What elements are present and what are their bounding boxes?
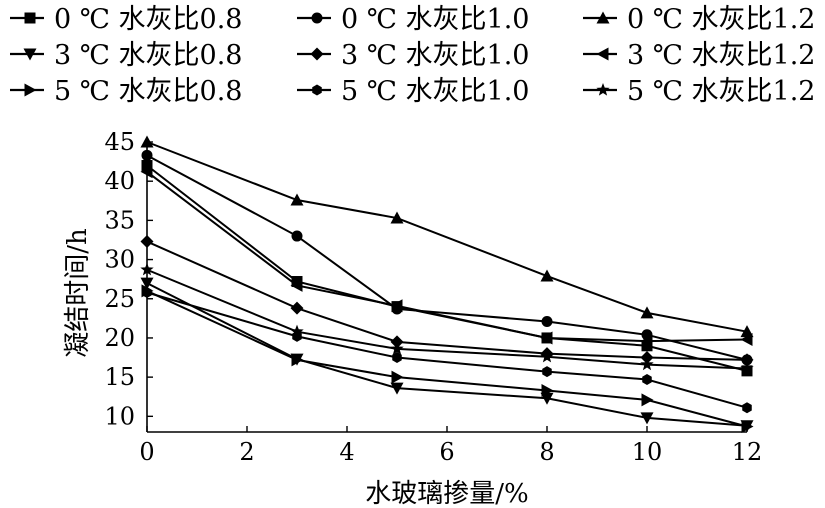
data-point (642, 373, 652, 385)
series-line (146, 282, 748, 427)
legend-marker (23, 48, 37, 61)
series-2 (141, 149, 753, 366)
data-point (291, 230, 303, 242)
data-point (390, 211, 404, 224)
series-6 (140, 165, 753, 348)
data-point (390, 335, 404, 349)
data-point (290, 324, 304, 338)
data-point (290, 301, 304, 315)
data-point (740, 353, 754, 367)
data-point (540, 269, 554, 282)
legend-entry: 5 ℃ 水灰比1.0 (297, 76, 530, 107)
legend-entry: 0 ℃ 水灰比0.8 (10, 4, 243, 35)
series-5 (140, 235, 754, 367)
y-tick-label: 10 (104, 402, 135, 430)
legend-marker (311, 12, 323, 24)
legend-marker (596, 47, 609, 61)
series-line (146, 154, 748, 361)
data-point (291, 276, 303, 288)
series-line (146, 141, 748, 333)
y-tick-label: 45 (104, 128, 135, 156)
legend: 0 ℃ 水灰比0.8 0 ℃ 水灰比1.0 0 ℃ 水灰比1.2 3 ℃ 水灰比0.8… (10, 4, 816, 107)
series-line (146, 291, 748, 409)
y-axis-label: 凝结时间/h (63, 228, 93, 358)
data-point (640, 357, 654, 371)
series-layer (140, 135, 754, 434)
legend-label: 3 ℃ 水灰比0.8 (54, 40, 243, 71)
legend-label: 5 ℃ 水灰比1.2 (627, 76, 816, 107)
data-point (640, 334, 653, 348)
x-tick-label: 10 (632, 438, 663, 466)
y-tick-label: 15 (104, 363, 135, 391)
legend-entry: 5 ℃ 水灰比0.8 (10, 76, 243, 107)
data-point (740, 333, 753, 347)
legend-marker (310, 47, 324, 61)
data-point (742, 402, 752, 414)
data-point (290, 193, 304, 206)
x-tick-label: 8 (539, 438, 554, 466)
legend-entry: 0 ℃ 水灰比1.2 (583, 4, 816, 35)
y-tick-label: 25 (104, 285, 135, 313)
data-point (541, 315, 553, 327)
data-point (641, 340, 653, 352)
x-tick-label: 6 (439, 438, 454, 466)
legend-label: 3 ℃ 水灰比1.0 (341, 40, 530, 71)
legend-label: 0 ℃ 水灰比0.8 (54, 4, 243, 35)
data-point (390, 341, 404, 355)
series-line (146, 170, 748, 343)
data-point (290, 278, 303, 292)
axes: 0 2 4 6 8 10 12 10 15 20 25 30 35 40 45 (104, 128, 762, 466)
data-point (542, 366, 552, 378)
legend-label: 5 ℃ 水灰比0.8 (54, 76, 243, 107)
series-1 (141, 160, 753, 377)
data-point (541, 383, 554, 397)
x-tick-label: 4 (339, 438, 354, 466)
legend-label: 0 ℃ 水灰比1.2 (627, 4, 816, 35)
legend-entry: 5 ℃ 水灰比1.2 (583, 76, 816, 107)
legend-marker (312, 84, 322, 96)
data-point (291, 353, 304, 367)
x-tick-label: 12 (732, 438, 763, 466)
legend-entry: 3 ℃ 水灰比0.8 (10, 40, 243, 71)
x-tick-label: 2 (239, 438, 254, 466)
x-tick-label: 0 (139, 438, 154, 466)
legend-label: 3 ℃ 水灰比1.2 (627, 40, 816, 71)
legend-entry: 0 ℃ 水灰比1.0 (297, 4, 530, 35)
data-point (740, 361, 754, 375)
legend-marker (596, 83, 610, 96)
data-point (540, 331, 553, 345)
data-point (391, 370, 404, 384)
series-line (146, 268, 748, 370)
data-point (392, 352, 402, 364)
series-4 (140, 277, 754, 433)
x-axis-label: 水玻璃掺量/% (365, 479, 528, 508)
y-tick-label: 40 (104, 167, 135, 195)
y-tick-label: 35 (104, 206, 135, 234)
data-point (540, 349, 554, 363)
data-point (641, 393, 654, 407)
series-line (146, 240, 748, 361)
y-tick-label: 20 (104, 324, 135, 352)
legend-entry: 3 ℃ 水灰比1.0 (297, 40, 530, 71)
data-point (640, 306, 654, 319)
series-line (146, 290, 748, 428)
data-point (740, 325, 754, 338)
data-point (640, 351, 654, 365)
data-point (540, 392, 554, 405)
legend-marker (596, 11, 610, 24)
legend-marker (24, 12, 36, 24)
y-tick-label: 30 (104, 246, 135, 274)
data-point (390, 299, 403, 313)
legend-label: 0 ℃ 水灰比1.0 (341, 4, 530, 35)
plot-area: 0 2 4 6 8 10 12 10 15 20 25 30 35 40 45 (104, 128, 762, 466)
data-point (390, 382, 404, 395)
data-point (640, 412, 654, 425)
legend-label: 5 ℃ 水灰比1.0 (341, 76, 530, 107)
legend-marker (24, 83, 37, 97)
legend-entry: 3 ℃ 水灰比1.2 (583, 40, 816, 71)
